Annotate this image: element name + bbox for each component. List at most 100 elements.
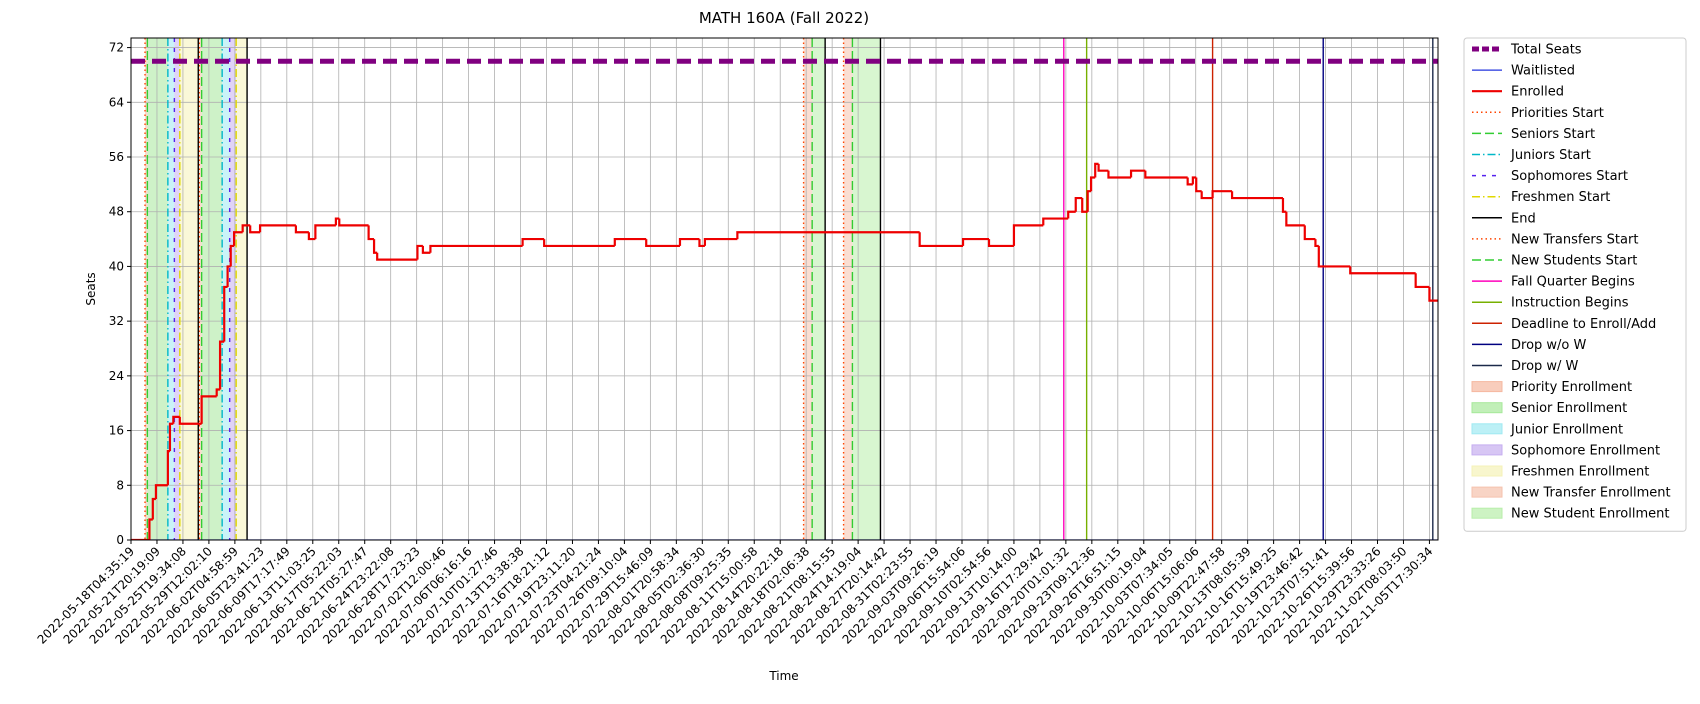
legend-box bbox=[1463, 37, 1687, 532]
line-step bbox=[1195, 177, 1202, 193]
line-step bbox=[521, 237, 545, 246]
legend-label: Instruction Begins bbox=[1511, 296, 1629, 311]
legend-label: Freshmen Start bbox=[1511, 190, 1610, 205]
legend-label: New Transfer Enrollment bbox=[1511, 486, 1671, 501]
line-step bbox=[1314, 239, 1319, 248]
line-step bbox=[1428, 286, 1438, 302]
region bbox=[852, 38, 881, 540]
y-tick-label: 24 bbox=[109, 369, 124, 383]
line-step bbox=[249, 225, 261, 234]
line-step bbox=[1211, 190, 1233, 199]
legend-label: Seniors Start bbox=[1511, 127, 1595, 142]
legend-swatch bbox=[1471, 507, 1503, 519]
line-step bbox=[1074, 196, 1083, 212]
line-step bbox=[1012, 224, 1044, 246]
region bbox=[222, 38, 230, 540]
line-step bbox=[154, 484, 168, 499]
y-tick-label: 32 bbox=[109, 314, 124, 328]
legend-swatch bbox=[1471, 444, 1503, 456]
line-step bbox=[1081, 198, 1088, 213]
line-step bbox=[613, 237, 647, 246]
line-step bbox=[1191, 176, 1197, 185]
legend-swatch bbox=[1471, 381, 1503, 393]
line-step bbox=[241, 224, 251, 233]
line-step bbox=[987, 239, 1014, 248]
line-step bbox=[168, 422, 174, 452]
line-step bbox=[543, 239, 615, 248]
line-step bbox=[1107, 170, 1132, 179]
line-step bbox=[1089, 176, 1096, 192]
line-step bbox=[1414, 273, 1430, 289]
line-step bbox=[200, 395, 217, 424]
y-tick-label: 16 bbox=[109, 424, 124, 438]
legend-label: Total Seats bbox=[1510, 43, 1582, 58]
legend-label: Priority Enrollment bbox=[1511, 380, 1632, 395]
line-step bbox=[307, 232, 316, 241]
legend-label: Fall Quarter Begins bbox=[1511, 275, 1635, 290]
line-step bbox=[1303, 225, 1316, 241]
region bbox=[812, 38, 826, 540]
y-axis-label: Seats bbox=[84, 272, 98, 305]
line-step bbox=[376, 252, 418, 261]
legend-label: New Student Enrollment bbox=[1511, 507, 1669, 522]
legend-swatch bbox=[1471, 402, 1503, 414]
line-step bbox=[372, 239, 378, 254]
line-step bbox=[1285, 211, 1305, 227]
legend-label: End bbox=[1511, 211, 1536, 226]
line-step bbox=[1281, 198, 1287, 213]
legend-label: Sophomores Start bbox=[1511, 169, 1628, 184]
region bbox=[843, 38, 853, 540]
legend-swatch bbox=[1471, 465, 1503, 477]
line-step bbox=[258, 224, 296, 233]
line-step bbox=[166, 449, 170, 486]
line-step bbox=[961, 237, 990, 246]
line-step bbox=[229, 244, 235, 267]
line-step bbox=[334, 217, 340, 226]
line-step bbox=[367, 225, 375, 241]
line-step bbox=[1129, 169, 1146, 178]
line-step bbox=[148, 518, 153, 540]
region bbox=[229, 38, 237, 540]
line-step bbox=[338, 218, 369, 227]
legend-label: Senior Enrollment bbox=[1511, 401, 1627, 416]
line-step bbox=[232, 231, 243, 246]
legend-label: Priorities Start bbox=[1511, 106, 1604, 121]
legend-label: Sophomore Enrollment bbox=[1511, 443, 1660, 458]
line-step bbox=[178, 416, 202, 425]
x-axis-label: Time bbox=[768, 669, 798, 683]
line-step bbox=[172, 415, 180, 424]
line-step bbox=[218, 340, 225, 390]
region bbox=[145, 38, 148, 540]
line-step bbox=[1086, 190, 1092, 212]
legend-label: Waitlisted bbox=[1511, 64, 1575, 79]
legend-label: Juniors Start bbox=[1510, 148, 1591, 163]
line-step bbox=[429, 244, 523, 253]
line-step bbox=[226, 265, 231, 287]
y-tick-label: 0 bbox=[116, 533, 124, 547]
y-tick-label: 64 bbox=[109, 95, 124, 109]
line-step bbox=[1317, 245, 1351, 268]
line-step bbox=[421, 245, 431, 254]
line-step bbox=[223, 285, 228, 342]
line-step bbox=[1200, 191, 1213, 200]
legend-label: Drop w/o W bbox=[1511, 338, 1587, 353]
line-step bbox=[1067, 210, 1076, 219]
region bbox=[147, 38, 168, 540]
line-step bbox=[1144, 170, 1188, 179]
region bbox=[201, 38, 223, 540]
line-step bbox=[918, 232, 964, 248]
y-tick-label: 48 bbox=[109, 205, 124, 219]
legend-label: New Students Start bbox=[1511, 254, 1637, 269]
line-step bbox=[645, 239, 680, 248]
legend-label: Freshmen Enrollment bbox=[1511, 465, 1649, 480]
plot-area bbox=[131, 38, 1438, 540]
line-step bbox=[1097, 163, 1109, 172]
y-tick-label: 40 bbox=[109, 259, 124, 273]
line-step bbox=[1230, 191, 1283, 200]
line-step bbox=[1094, 162, 1099, 178]
legend: Total Seats Waitlisted Enrolled Priorities … bbox=[1463, 37, 1687, 532]
line-step bbox=[736, 231, 920, 240]
legend-label: Junior Enrollment bbox=[1510, 422, 1623, 437]
region bbox=[803, 38, 813, 540]
legend-label: Drop w/ W bbox=[1511, 359, 1579, 374]
